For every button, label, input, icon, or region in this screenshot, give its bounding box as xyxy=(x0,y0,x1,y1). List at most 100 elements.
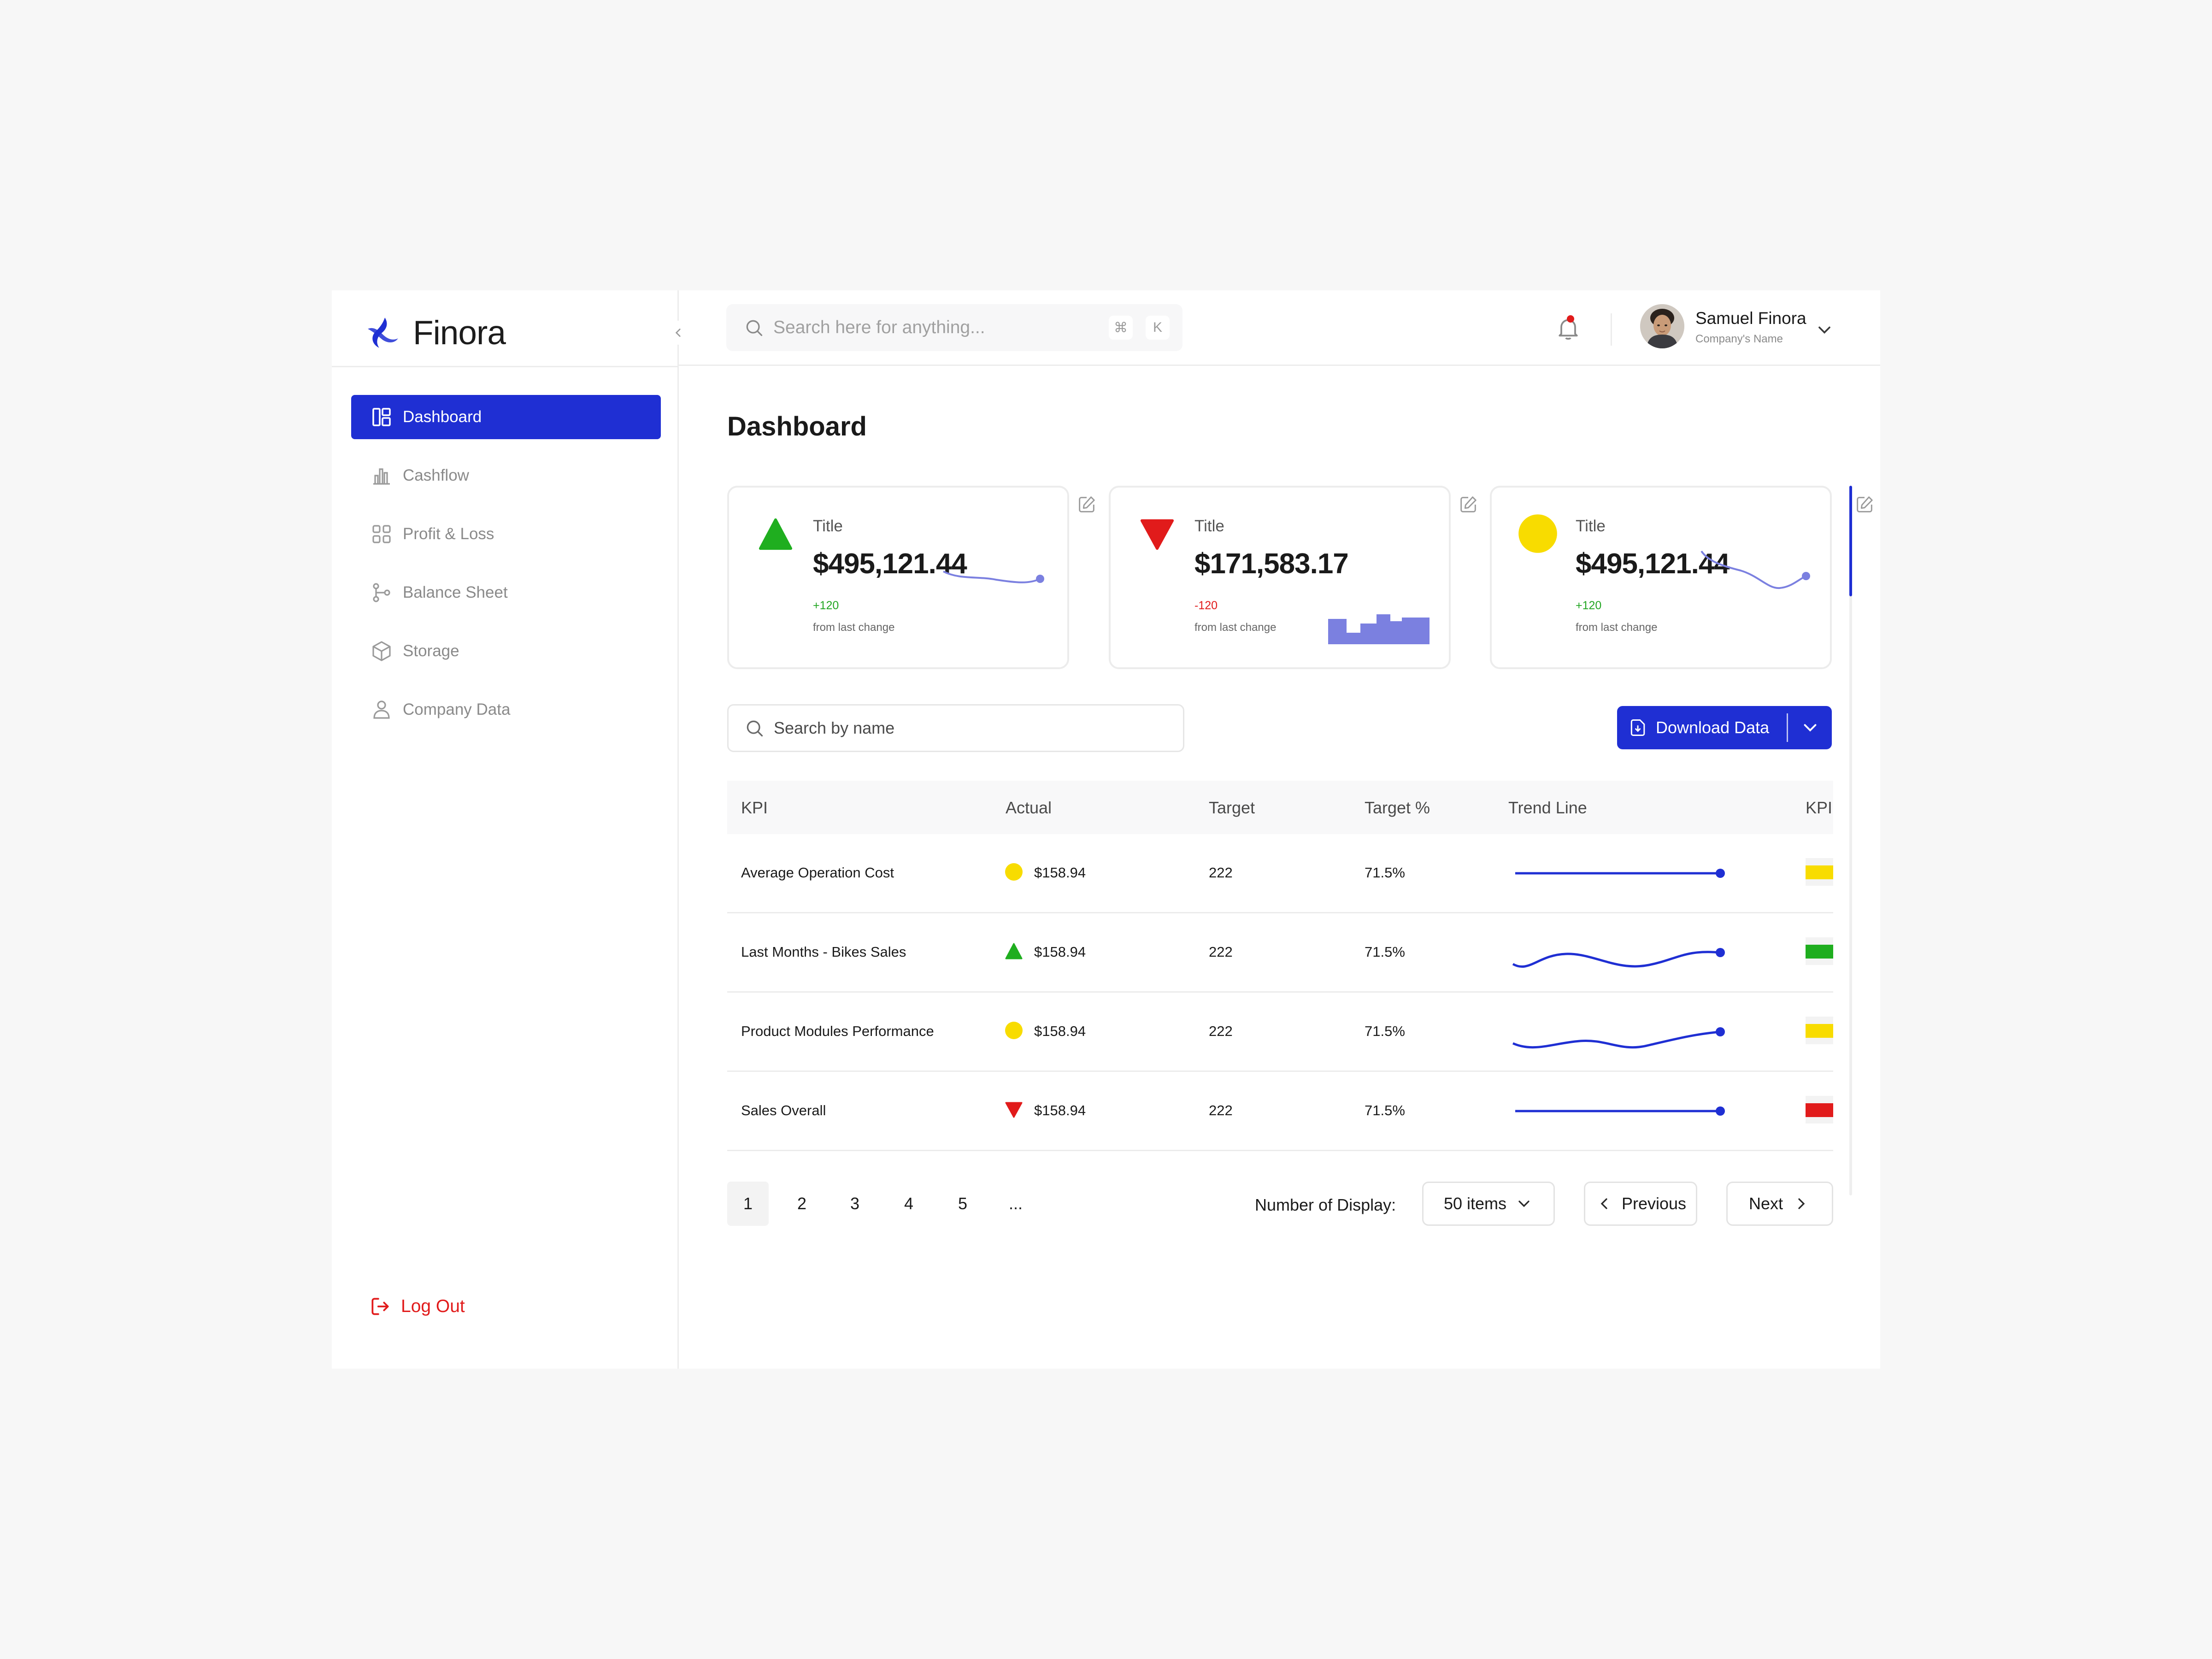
summary-card[interactable]: Title $171,583.17 -120 from last change xyxy=(1109,486,1451,669)
triangle-up-icon xyxy=(759,518,793,550)
chevron-down-icon xyxy=(1518,1200,1530,1207)
sidebar: Finora Dashboard Cashflow Profit & Loss … xyxy=(332,290,690,1369)
row-target: 222 xyxy=(1209,865,1233,881)
user-name: Samuel Finora xyxy=(1695,309,1806,328)
search-placeholder: Search here for anything... xyxy=(773,318,985,337)
column-header-kpi-status[interactable]: KPI xyxy=(1806,798,1833,817)
shortcut-key-command: ⌘ xyxy=(1109,316,1133,340)
table-row[interactable]: Last Months - Bikes Sales $158.94 222 71… xyxy=(727,913,1833,993)
page-ellipsis[interactable]: ... xyxy=(1008,1194,1023,1213)
logout-icon xyxy=(371,1298,389,1315)
user-company: Company's Name xyxy=(1695,333,1783,345)
page-3-button[interactable]: 3 xyxy=(850,1194,860,1213)
page-1-button[interactable]: 1 xyxy=(727,1182,769,1226)
card-title: Title xyxy=(1194,517,1224,535)
sidebar-item-dashboard[interactable]: Dashboard xyxy=(351,395,661,439)
table-search-input[interactable]: Search by name xyxy=(727,704,1184,752)
download-data-button[interactable]: Download Data xyxy=(1617,706,1832,749)
chevron-right-icon xyxy=(1798,1198,1805,1209)
avatar-portrait-icon xyxy=(1640,304,1684,348)
row-target-pct: 71.5% xyxy=(1365,1023,1405,1039)
next-page-button[interactable]: Next xyxy=(1726,1182,1833,1226)
table-row[interactable]: Average Operation Cost $158.94 222 71.5% xyxy=(727,834,1833,913)
sidebar-item-storage[interactable]: Storage xyxy=(351,629,661,673)
sidebar-item-company-data[interactable]: Company Data xyxy=(351,688,661,732)
chevron-left-icon xyxy=(1600,1198,1607,1209)
scrollbar-thumb[interactable] xyxy=(1849,486,1852,596)
card-caption: from last change xyxy=(813,621,895,634)
triangle-down-icon xyxy=(1005,1102,1023,1118)
sidebar-item-balance-sheet[interactable]: Balance Sheet xyxy=(351,571,661,615)
column-header-target-pct[interactable]: Target % xyxy=(1365,798,1430,817)
download-button-divider xyxy=(1787,713,1788,742)
scrollbar-track[interactable] xyxy=(1849,486,1852,1195)
card-caption: from last change xyxy=(1576,621,1658,634)
row-trend-line xyxy=(1512,1027,1725,1049)
row-target-pct: 71.5% xyxy=(1365,1102,1405,1118)
row-kpi-indicator xyxy=(1806,937,1833,965)
bar-chart-icon xyxy=(373,468,390,485)
card-sparkline xyxy=(943,571,1044,583)
card-title: Title xyxy=(1576,517,1606,535)
chevron-down-icon[interactable] xyxy=(1800,717,1821,738)
edit-icon[interactable] xyxy=(1458,494,1479,515)
search-icon xyxy=(746,320,763,336)
row-kpi-name: Average Operation Cost xyxy=(741,865,894,881)
sidebar-item-profit-loss[interactable]: Profit & Loss xyxy=(351,512,661,556)
summary-card[interactable]: Title $495,121.44 +120 from last change xyxy=(727,486,1069,669)
collapse-sidebar-button[interactable] xyxy=(666,321,690,345)
row-actual: $158.94 xyxy=(1034,1102,1086,1118)
card-sparkline xyxy=(1700,550,1810,589)
next-label: Next xyxy=(1748,1194,1783,1213)
sidebar-item-cashflow[interactable]: Cashflow xyxy=(351,453,661,498)
card-change: -120 xyxy=(1194,599,1218,612)
main-content: Dashboard Title $495,121.44 +120 from la… xyxy=(679,366,1880,1369)
column-header-trend-line[interactable]: Trend Line xyxy=(1508,798,1587,817)
sidebar-nav: Dashboard Cashflow Profit & Loss Balance… xyxy=(351,395,661,746)
top-bar: Search here for anything... ⌘ K Samuel F… xyxy=(679,290,1880,366)
row-kpi-name: Sales Overall xyxy=(741,1102,826,1118)
card-caption: from last change xyxy=(1194,621,1277,634)
table-row[interactable]: Product Modules Performance $158.94 222 … xyxy=(727,993,1833,1072)
previous-label: Previous xyxy=(1621,1194,1687,1213)
grid-icon xyxy=(372,525,391,543)
row-kpi-name: Last Months - Bikes Sales xyxy=(741,944,906,960)
table-header: KPI Actual Target Target % Trend Line KP… xyxy=(727,781,1833,834)
page-2-button[interactable]: 2 xyxy=(797,1194,807,1213)
card-value: $495,121.44 xyxy=(813,548,967,580)
card-change: +120 xyxy=(813,599,839,612)
page-5-button[interactable]: 5 xyxy=(958,1194,968,1213)
page-title: Dashboard xyxy=(727,412,867,441)
page-4-button[interactable]: 4 xyxy=(904,1194,914,1213)
table-row[interactable]: Sales Overall $158.94 222 71.5% xyxy=(727,1072,1833,1151)
column-header-target[interactable]: Target xyxy=(1209,798,1255,817)
sidebar-item-label: Company Data xyxy=(403,700,511,718)
finora-logo-icon xyxy=(368,318,398,348)
display-count-label: Number of Display: xyxy=(1255,1195,1396,1214)
row-trend-line xyxy=(1515,869,1725,878)
display-count-value: 50 items xyxy=(1443,1194,1507,1213)
card-bar-sparkline xyxy=(1328,614,1430,644)
row-target: 222 xyxy=(1209,944,1233,960)
notification-dot xyxy=(1567,315,1574,323)
edit-icon[interactable] xyxy=(1076,494,1097,515)
global-search-input[interactable]: Search here for anything... ⌘ K xyxy=(726,304,1182,351)
chevron-down-icon[interactable] xyxy=(1814,320,1835,340)
logout-button[interactable]: Log Out xyxy=(369,1295,465,1318)
dashboard-icon xyxy=(372,408,391,426)
brand-name: Finora xyxy=(413,314,506,352)
brand-logo[interactable]: Finora xyxy=(364,310,506,356)
display-count-select[interactable]: 50 items xyxy=(1422,1182,1555,1226)
column-header-kpi[interactable]: KPI xyxy=(741,798,768,817)
summary-card[interactable]: Title $495,121.44 +120 from last change xyxy=(1490,486,1832,669)
user-avatar[interactable] xyxy=(1640,304,1684,348)
circle-icon xyxy=(1005,1022,1023,1039)
sidebar-item-label: Storage xyxy=(403,642,459,660)
column-header-actual[interactable]: Actual xyxy=(1006,798,1052,817)
edit-icon[interactable] xyxy=(1854,494,1875,515)
card-value: $171,583.17 xyxy=(1194,548,1349,580)
sidebar-item-label: Cashflow xyxy=(403,466,469,484)
circle-icon xyxy=(1005,863,1023,881)
git-branch-icon xyxy=(373,583,390,602)
previous-page-button[interactable]: Previous xyxy=(1584,1182,1697,1226)
